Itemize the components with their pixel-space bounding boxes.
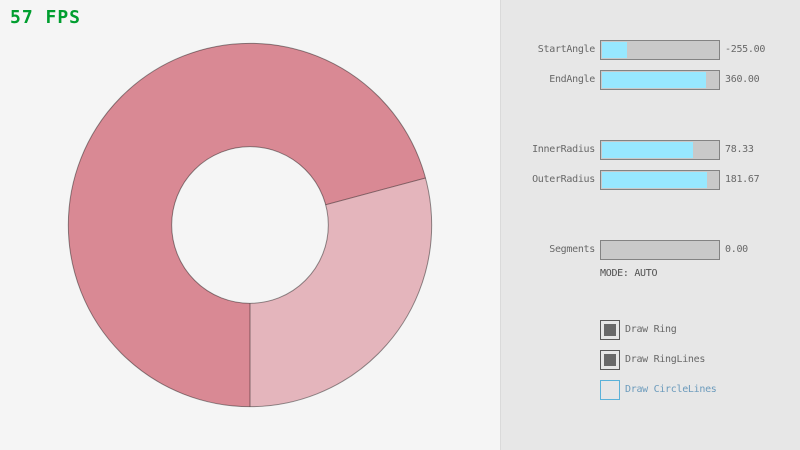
checkbox-row-draw-ringlines: Draw RingLines: [0, 350, 800, 370]
start-angle-label: StartAngle: [537, 44, 596, 55]
draw-ringlines-label: Draw RingLines: [625, 354, 706, 365]
slider-row-segments: Segments 0.00: [0, 240, 800, 260]
slider-fill: [602, 72, 707, 88]
outer-radius-value: 181.67: [725, 174, 760, 185]
checkbox-row-draw-ring: Draw Ring: [0, 320, 800, 340]
slider-row-start-angle: StartAngle -255.00: [0, 40, 800, 60]
segments-value: 0.00: [725, 244, 748, 255]
end-angle-label: EndAngle: [549, 74, 595, 85]
mode-text: MODE: AUTO: [600, 268, 658, 279]
outer-radius-label: OuterRadius: [532, 174, 595, 185]
inner-radius-slider[interactable]: [600, 140, 720, 160]
slider-fill: [602, 42, 628, 58]
draw-ringlines-checkbox[interactable]: [600, 350, 620, 370]
start-angle-value: -255.00: [725, 44, 766, 55]
inner-radius-value: 78.33: [725, 144, 754, 155]
end-angle-slider[interactable]: [600, 70, 720, 90]
start-angle-slider[interactable]: [600, 40, 720, 60]
checkbox-row-draw-circlelines: Draw CircleLines: [0, 380, 800, 400]
segments-label: Segments: [549, 244, 595, 255]
segments-slider[interactable]: [600, 240, 720, 260]
slider-row-inner-radius: InnerRadius 78.33: [0, 140, 800, 160]
end-angle-value: 360.00: [725, 74, 760, 85]
draw-ring-checkbox[interactable]: [600, 320, 620, 340]
slider-fill: [602, 142, 693, 158]
draw-circlelines-checkbox[interactable]: [600, 380, 620, 400]
slider-row-end-angle: EndAngle 360.00: [0, 70, 800, 90]
inner-radius-label: InnerRadius: [532, 144, 595, 155]
slider-row-outer-radius: OuterRadius 181.67: [0, 170, 800, 190]
slider-fill: [602, 172, 708, 188]
draw-circlelines-label: Draw CircleLines: [625, 384, 717, 395]
fps-counter: 57 FPS: [10, 7, 82, 28]
draw-ring-label: Draw Ring: [625, 324, 677, 335]
outer-radius-slider[interactable]: [600, 170, 720, 190]
